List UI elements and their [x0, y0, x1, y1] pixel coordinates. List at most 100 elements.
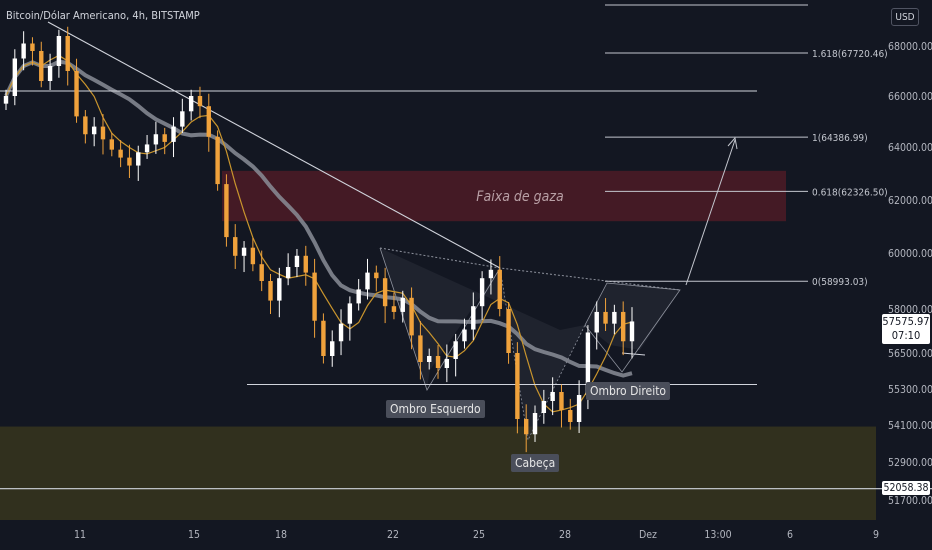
candle-body: [321, 320, 326, 356]
candle-body: [523, 419, 529, 435]
fib-label: 0(58993.03): [812, 277, 868, 288]
x-tick-label: Dez: [639, 529, 657, 541]
candle-body: [550, 392, 555, 401]
y-tick-label: 55300.00: [888, 384, 932, 396]
x-tick-label: 22: [387, 529, 399, 541]
candle-body: [400, 297, 405, 312]
y-tick-label: 54100.00: [888, 420, 932, 432]
candle-body: [3, 96, 9, 104]
candle-body: [585, 332, 591, 395]
x-tick-label: 11: [74, 529, 86, 541]
candle-body: [603, 311, 608, 324]
candle-body: [188, 96, 194, 112]
y-tick-label: 58000.00: [888, 304, 932, 316]
candle-body: [12, 58, 18, 96]
fibonacci-levels: 1.618(67720.46) 1(64386.99) 0.618(62326.50…: [605, 4, 888, 288]
candle-body: [365, 272, 370, 290]
descending-trendline: [47, 21, 501, 269]
candle-body: [620, 311, 626, 342]
gaza-zone: [222, 170, 786, 222]
current-price-dash: [621, 352, 646, 356]
candle-body: [330, 341, 335, 356]
price-axis[interactable]: 68000.00 66000.00 64000.00 62000.00 60000.00…: [888, 41, 932, 507]
bar-countdown: 07:10: [891, 329, 921, 342]
y-tick-label: 60000.00: [888, 248, 932, 260]
candle-body: [47, 66, 53, 81]
candle-body: [479, 278, 485, 307]
candle-body: [109, 139, 115, 150]
candle-body: [118, 149, 123, 158]
candle-body: [462, 329, 467, 342]
candle-body: [629, 321, 635, 342]
candle-body: [515, 353, 520, 419]
candle-body: [233, 237, 238, 256]
candle-body: [409, 297, 414, 336]
projection-arrow: [685, 139, 736, 286]
candle-body: [215, 136, 220, 185]
projection-arrowhead: [727, 136, 738, 150]
candle-body: [56, 36, 62, 66]
marked-price-label: 52058.38: [882, 481, 930, 495]
candle-body: [356, 289, 361, 304]
candle-body: [285, 267, 291, 279]
candle-body: [241, 247, 247, 256]
candle-body: [171, 126, 176, 142]
candle-body: [444, 359, 450, 368]
fib-label: 1(64386.99): [812, 133, 868, 144]
left-shoulder-lines: [379, 247, 501, 391]
candle-body: [144, 144, 150, 153]
candle-body: [594, 311, 599, 333]
candle-body: [391, 306, 397, 312]
fast-moving-average: [5, 54, 633, 413]
candle-body: [541, 401, 547, 413]
x-tick-label: 15: [188, 529, 200, 541]
annotation-head: Cabeça: [511, 454, 560, 472]
candle-body: [532, 413, 538, 435]
last-price-value: 57575.97: [882, 315, 930, 328]
candle-body: [83, 116, 88, 135]
candle-body: [471, 306, 476, 330]
candle-body: [100, 126, 106, 140]
candle-body: [374, 272, 379, 279]
candle-body: [268, 281, 273, 301]
slow-moving-average: [4, 59, 633, 378]
candle-body: [21, 43, 26, 59]
demand-zone: [0, 426, 876, 520]
candle-body: [559, 392, 564, 410]
x-tick-label: 28: [559, 529, 571, 541]
candle-body: [488, 269, 494, 279]
candle-body: [338, 323, 344, 342]
candle-body: [427, 356, 432, 362]
candle-body: [382, 278, 388, 307]
candle-body: [65, 36, 70, 71]
x-tick-label: 6: [787, 529, 793, 541]
currency-button[interactable]: USD: [891, 8, 919, 26]
y-tick-label: 66000.00: [888, 91, 932, 103]
y-tick-label: 62000.00: [888, 195, 932, 207]
candle-body: [250, 247, 256, 265]
candle-body: [277, 278, 282, 301]
x-tick-label: 13:00: [704, 529, 731, 541]
candle-body: [197, 96, 203, 107]
y-tick-label: 52900.00: [888, 457, 932, 469]
candle-body: [612, 311, 617, 324]
candle-body: [506, 309, 511, 353]
candle-body: [153, 134, 159, 145]
candle-body: [576, 395, 582, 422]
candle-body: [568, 410, 573, 422]
time-axis[interactable]: 11 15 18 22 25 28 Dez 13:00 6 9: [74, 529, 879, 541]
y-tick-label: 68000.00: [888, 41, 932, 53]
candle-body: [259, 264, 264, 281]
candle-body: [497, 269, 502, 309]
symbol-title: Bitcoin/Dólar Americano, 4h, BITSTAMP: [6, 9, 200, 22]
right-shoulder-lines: [584, 282, 681, 373]
candle-body: [136, 152, 141, 166]
candle-body: [162, 134, 167, 142]
last-price-label: 57575.97 07:10: [882, 314, 930, 344]
candle-body: [30, 43, 35, 51]
candle-body: [347, 303, 353, 324]
x-tick-label: 18: [275, 529, 287, 541]
candle-body: [91, 126, 97, 135]
y-tick-label: 56500.00: [888, 348, 932, 360]
